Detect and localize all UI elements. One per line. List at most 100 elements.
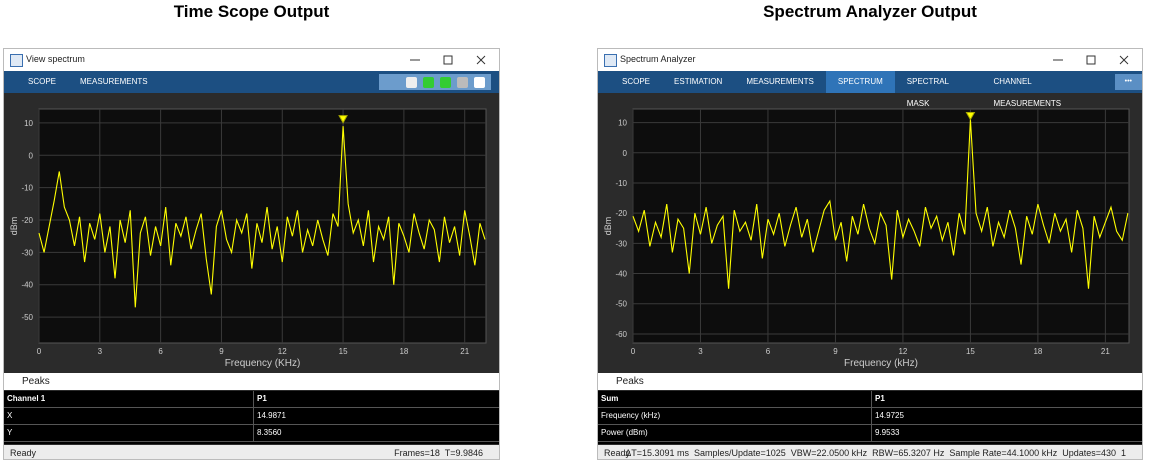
y-tick-label: -40 xyxy=(615,270,627,279)
title-bar: Spectrum Analyzer xyxy=(598,49,1142,71)
tab[interactable]: SPECTRUM xyxy=(825,71,895,93)
tab[interactable]: SCOPE xyxy=(622,77,651,86)
icon-stroke xyxy=(443,55,453,65)
table-cell: Power (dBm) xyxy=(601,428,648,437)
toolbar: SCOPE MEASUREMENTS xyxy=(4,71,499,93)
x-tick-label: 6 xyxy=(158,347,163,356)
table-row: Sum P1 xyxy=(598,391,1142,408)
peaks-title: Peaks xyxy=(22,376,50,387)
table-row: Frequency (kHz) 14.9725 xyxy=(598,408,1142,425)
x-tick-label: 9 xyxy=(833,347,838,356)
y-tick-label: -10 xyxy=(615,179,627,188)
table-row: Y 8.3560 xyxy=(4,425,499,442)
tab[interactable]: SCOPE xyxy=(28,77,57,86)
status-info: Frames=18 T=9.9846 xyxy=(394,448,483,458)
app-icon xyxy=(10,54,23,67)
status-info: ΔT=15.3091 ms Samples/Update=1025 VBW=22… xyxy=(625,448,1126,458)
status-text: Ready xyxy=(10,448,37,458)
y-tick-label: -30 xyxy=(21,248,33,257)
table-row: Channel 1 P1 xyxy=(4,391,499,408)
table-cell: 8.3560 xyxy=(253,425,499,441)
x-tick-label: 18 xyxy=(399,347,408,356)
table-row: Power (dBm) 9.9533 xyxy=(598,425,1142,442)
plot-area xyxy=(38,108,487,344)
tool-button[interactable] xyxy=(440,76,451,88)
y-axis-label: dBm xyxy=(9,217,19,236)
table-cell: P1 xyxy=(871,391,1142,407)
table-cell: P1 xyxy=(253,391,499,407)
overflow-button[interactable]: ••• xyxy=(1114,74,1142,90)
tool-button[interactable] xyxy=(457,76,468,88)
peak-marker xyxy=(965,112,976,121)
table-cell: 14.9725 xyxy=(871,408,1142,424)
window: Spectrum Analyzer SCOPE ESTIMATION MEASUREM… xyxy=(597,48,1143,460)
y-axis-label: dBm xyxy=(603,217,613,236)
tab[interactable]: MEASUREMENTS xyxy=(80,77,148,86)
tab[interactable]: CHANNEL MEASUREMENTS xyxy=(993,77,1062,108)
x-tick-label: 18 xyxy=(1033,347,1042,356)
y-tick-label: -20 xyxy=(21,216,33,225)
tool-button[interactable] xyxy=(474,76,485,88)
close-button[interactable] xyxy=(1118,54,1130,66)
y-tick-label: -50 xyxy=(615,300,627,309)
plot: 10 0 -10 -20 -30 -40 -50 -60 0 3 6 9 12 15 18 21 Frequen… xyxy=(603,108,1130,369)
window-title: Spectrum Analyzer xyxy=(620,54,696,64)
maximize-button[interactable] xyxy=(1085,54,1097,66)
spectrum-line xyxy=(38,126,486,308)
table-cell: Channel 1 xyxy=(7,394,46,403)
x-tick-label: 0 xyxy=(631,347,636,356)
spectrum-line xyxy=(632,119,1129,289)
app-icon xyxy=(604,54,617,67)
heading: Spectrum Analyzer Output xyxy=(763,2,977,21)
x-tick-label: 3 xyxy=(98,347,103,356)
x-tick-label: 9 xyxy=(219,347,224,356)
status-bar: Ready Frames=18 T=9.9846 xyxy=(4,445,499,459)
toolbar: SCOPE ESTIMATION MEASUREMENTS SPECTRUM SPECT… xyxy=(598,71,1142,108)
title-bar: View spectrum xyxy=(4,49,499,71)
window-title: View spectrum xyxy=(26,54,85,64)
y-tick-label: -40 xyxy=(21,281,33,290)
close-button[interactable] xyxy=(475,54,487,66)
tool-button[interactable] xyxy=(423,76,434,88)
y-tick-label: -60 xyxy=(615,330,627,339)
y-tick-label: 10 xyxy=(24,119,33,128)
table-cell: 9.9533 xyxy=(871,425,1142,441)
y-tick-label: -30 xyxy=(615,239,627,248)
status-bar: Ready ΔT=15.3091 ms Samples/Update=1025 V… xyxy=(598,445,1142,459)
y-tick-label: -10 xyxy=(21,184,33,193)
y-tick-label: -20 xyxy=(615,209,627,218)
icon-stroke xyxy=(476,55,486,65)
peaks-title: Peaks xyxy=(616,376,644,387)
tab[interactable]: ESTIMATION xyxy=(674,77,723,86)
peaks-table: Channel 1 P1 X 14.9871 Y 8.3560 xyxy=(4,391,499,444)
table-cell: Y xyxy=(7,428,13,437)
peaks-table: Sum P1 Frequency (kHz) 14.9725 Power (dBm) 9.… xyxy=(598,391,1142,444)
plot-area xyxy=(632,108,1130,344)
table-cell: X xyxy=(7,411,13,420)
heading: Time Scope Output xyxy=(173,2,330,21)
x-tick-label: 15 xyxy=(966,347,975,356)
minimize-button[interactable] xyxy=(409,54,421,66)
table-row: X 14.9871 xyxy=(4,408,499,425)
x-tick-label: 0 xyxy=(37,347,42,356)
y-tick-label: 10 xyxy=(618,119,627,128)
tab[interactable]: MEASUREMENTS xyxy=(746,77,814,86)
y-tick-label: 0 xyxy=(623,149,628,158)
x-tick-label: 3 xyxy=(698,347,703,356)
x-axis-label: Frequency (kHz) xyxy=(844,358,918,369)
table-cell: Sum xyxy=(601,394,619,403)
tool-button[interactable] xyxy=(406,76,417,88)
y-tick-label: -50 xyxy=(21,313,33,322)
x-axis-label: Frequency (KHz) xyxy=(225,358,301,369)
tool-strip xyxy=(379,74,491,90)
table-cell: Frequency (kHz) xyxy=(601,411,661,420)
x-tick-label: 15 xyxy=(339,347,348,356)
window: View spectrum SCOPE MEASUREMENTS 10 0 -10 -20 -… xyxy=(3,48,500,460)
peaks-header xyxy=(598,373,1142,390)
maximize-button[interactable] xyxy=(442,54,454,66)
tab[interactable]: SPECTRAL MASK xyxy=(906,77,949,108)
minimize-button[interactable] xyxy=(1052,54,1064,66)
icon-stroke xyxy=(1119,55,1129,65)
x-tick-label: 12 xyxy=(898,347,907,356)
table-cell: 14.9871 xyxy=(253,408,499,424)
